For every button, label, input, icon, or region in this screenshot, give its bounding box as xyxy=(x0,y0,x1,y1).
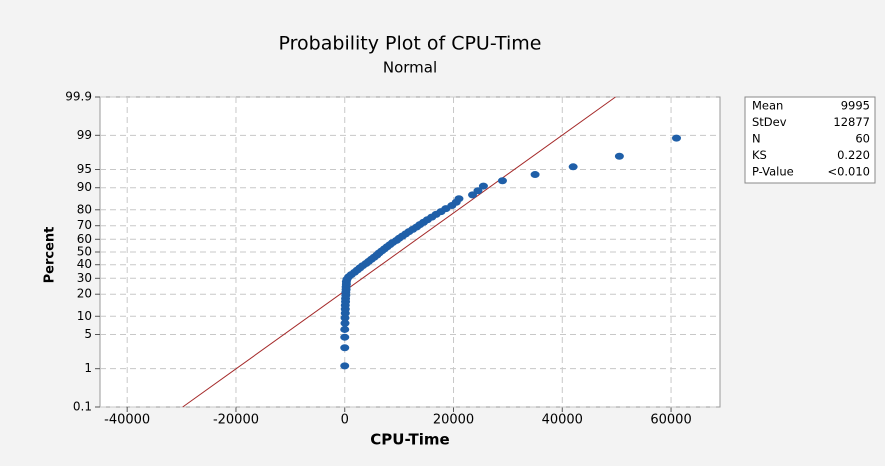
point xyxy=(340,325,350,333)
stat-name: KS xyxy=(752,148,767,162)
point xyxy=(568,163,578,171)
stat-value: 0.220 xyxy=(837,148,870,162)
point xyxy=(340,319,350,327)
y-tick-label: 30 xyxy=(77,271,92,285)
y-tick-label: 99.9 xyxy=(65,90,92,104)
point xyxy=(340,344,350,352)
point xyxy=(530,171,540,179)
x-tick-label: 20000 xyxy=(433,413,474,428)
x-tick-label: 40000 xyxy=(542,413,583,428)
x-tick-label: 60000 xyxy=(650,413,691,428)
stat-name: Mean xyxy=(752,99,783,113)
y-tick-label: 5 xyxy=(84,327,92,341)
point xyxy=(478,182,488,190)
stat-name: StDev xyxy=(752,115,787,129)
y-tick-label: 20 xyxy=(77,287,92,301)
y-tick-label: 0.1 xyxy=(73,400,92,414)
y-tick-label: 90 xyxy=(77,180,92,194)
x-tick-label: -40000 xyxy=(104,413,150,428)
stat-name: P-Value xyxy=(752,165,794,179)
y-tick-label: 80 xyxy=(77,202,92,216)
y-tick-label: 70 xyxy=(77,218,92,232)
x-tick-label: -20000 xyxy=(213,413,259,428)
stats-box xyxy=(744,96,876,184)
y-tick-label: 10 xyxy=(77,309,92,323)
point xyxy=(454,195,464,203)
chart-title: Probability Plot of CPU-Time xyxy=(279,33,542,55)
y-tick-label: 95 xyxy=(77,162,92,176)
stat-value: 60 xyxy=(855,132,870,146)
stat-name: N xyxy=(752,132,761,146)
fit-line xyxy=(182,96,616,408)
stat-value: 9995 xyxy=(841,99,870,113)
x-tick-label: 0 xyxy=(341,413,349,428)
point xyxy=(473,187,483,195)
stat-value: <0.010 xyxy=(827,165,870,179)
y-tick-label: 50 xyxy=(77,245,92,259)
y-tick-label: 1 xyxy=(84,361,92,375)
chart-subtitle: Normal xyxy=(383,59,437,77)
point xyxy=(671,134,681,142)
point xyxy=(340,333,350,341)
x-axis-label: CPU-Time xyxy=(370,431,449,449)
y-tick-label: 99 xyxy=(77,128,92,142)
y-tick-label: 40 xyxy=(77,257,92,271)
point xyxy=(614,152,624,160)
y-tick-label: 60 xyxy=(77,232,92,246)
point xyxy=(340,362,350,370)
y-axis-label: Percent xyxy=(43,227,58,284)
stat-value: 12877 xyxy=(833,115,870,129)
point xyxy=(497,177,507,185)
